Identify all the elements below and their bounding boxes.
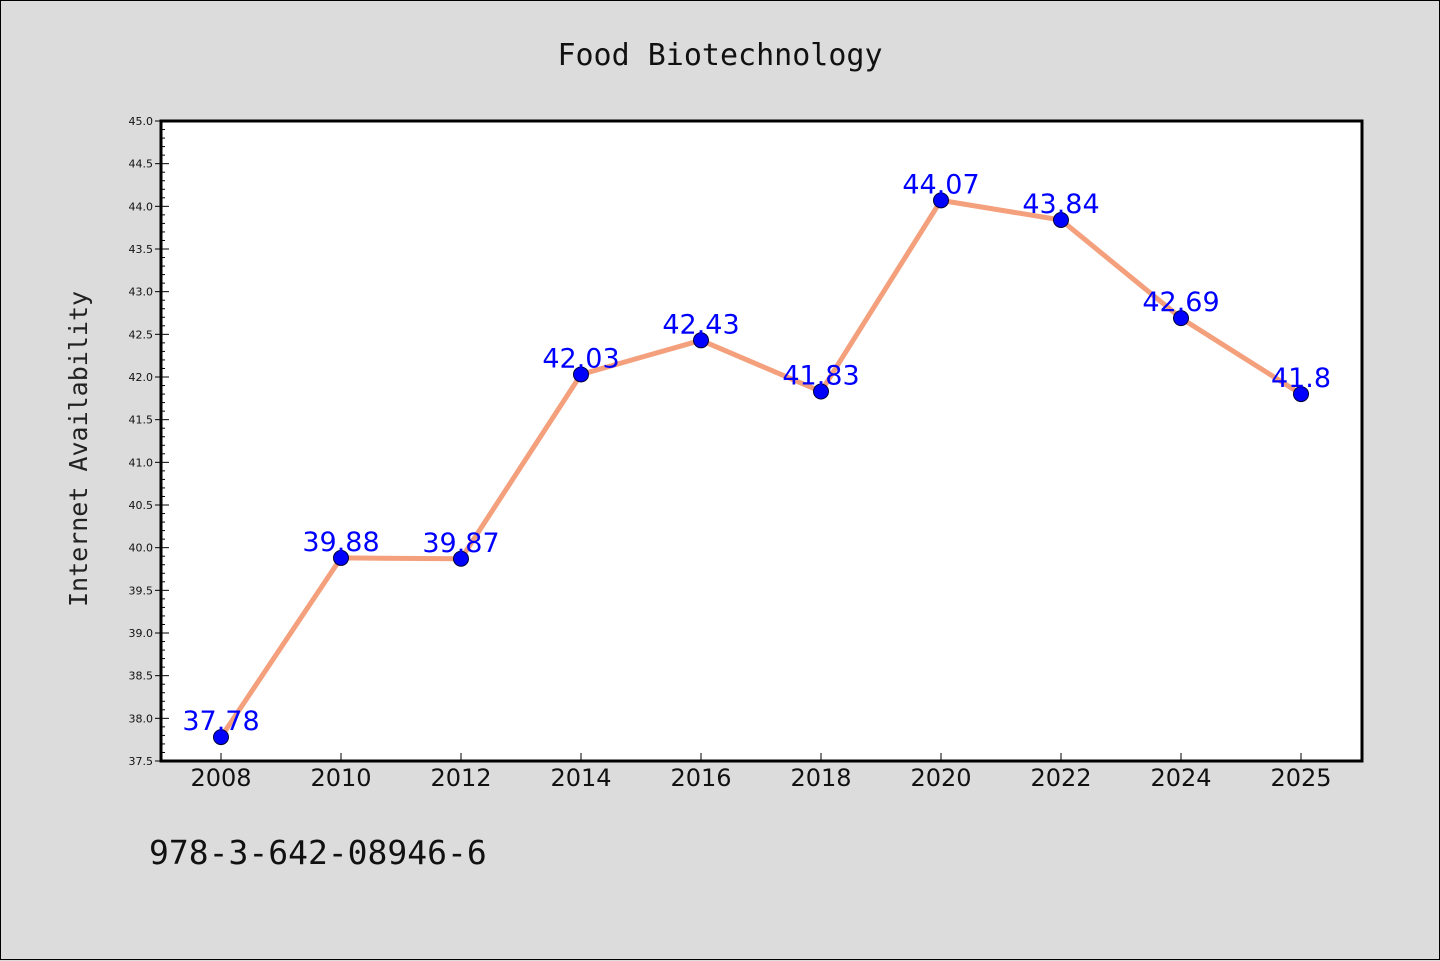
y-tick-label: 37.5 — [129, 755, 154, 768]
plot-frame — [159, 119, 1364, 763]
plot-area — [161, 121, 1362, 761]
y-axis-label: Internet Availability — [64, 291, 93, 607]
y-tick-label: 38.5 — [129, 670, 154, 683]
data-point — [573, 366, 589, 383]
x-tick-label: 2010 — [310, 764, 371, 792]
y-tick-label: 43.0 — [129, 286, 154, 299]
y-tick-label: 45.0 — [129, 115, 154, 128]
data-point — [693, 332, 709, 349]
x-axis: 2008 2010 2012 2014 2016 2018 2020 2022 2024 2025 — [190, 753, 1332, 792]
y-tick-label: 40.0 — [129, 542, 154, 555]
y-tick-label: 42.5 — [129, 328, 154, 341]
x-tick-label: 2022 — [1030, 764, 1091, 792]
data-label: 39.88 — [302, 527, 379, 558]
data-label: 43.84 — [1022, 189, 1099, 220]
y-tick-label: 40.5 — [129, 499, 154, 512]
series-line-group — [213, 192, 1309, 746]
data-label: 42.43 — [662, 309, 739, 340]
data-point — [1173, 310, 1189, 327]
x-tick-label: 2020 — [910, 764, 971, 792]
y-tick-label: 39.5 — [129, 584, 154, 597]
y-axis: 37.5 38.0 38.5 39.0 39.5 40.0 40.5 41.0 41.5 42.0… — [129, 115, 169, 768]
data-labels-group: 37.78 39.88 39.87 42.03 42.43 41.83 44.07 43.84… — [182, 169, 1331, 737]
series-line — [218, 197, 1303, 739]
footer-isbn: 978-3-642-08946-6 — [149, 833, 487, 872]
y-tick-label: 38.0 — [129, 712, 154, 725]
data-point — [1053, 211, 1069, 228]
data-point — [333, 549, 349, 566]
data-label: 37.78 — [182, 706, 259, 737]
data-point — [453, 550, 469, 567]
data-point — [933, 192, 949, 209]
y-tick-label: 43.5 — [129, 243, 154, 256]
y-tick-label: 44.0 — [129, 200, 154, 213]
data-label: 41.83 — [782, 361, 859, 392]
data-label: 41.8 — [1271, 363, 1331, 394]
x-tick-label: 2016 — [670, 764, 731, 792]
x-tick-label: 2012 — [430, 764, 491, 792]
x-tick-label: 2024 — [1150, 764, 1211, 792]
data-label: 44.07 — [902, 169, 979, 200]
y-tick-label: 44.5 — [129, 158, 154, 171]
x-tick-label: 2018 — [790, 764, 851, 792]
y-tick-label: 41.5 — [129, 414, 154, 427]
data-label: 42.69 — [1142, 287, 1219, 318]
data-point — [213, 729, 229, 746]
data-label: 42.03 — [542, 343, 619, 374]
data-label: 39.87 — [422, 528, 499, 559]
chart-title: Food Biotechnology — [557, 38, 882, 73]
x-tick-label: 2008 — [190, 764, 251, 792]
data-point — [1293, 386, 1309, 403]
data-point — [813, 383, 829, 400]
y-tick-label: 39.0 — [129, 627, 154, 640]
x-tick-label: 2014 — [550, 764, 611, 792]
y-tick-label: 41.0 — [129, 456, 154, 469]
x-tick-label: 2025 — [1270, 764, 1331, 792]
y-tick-label: 42.0 — [129, 371, 154, 384]
